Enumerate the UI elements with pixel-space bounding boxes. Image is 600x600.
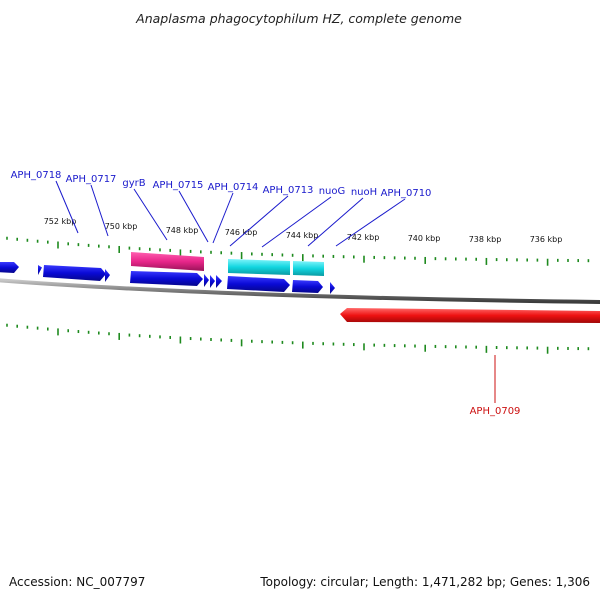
kbp-label: 736 kbp (530, 235, 563, 244)
gene-arrow[interactable] (43, 265, 106, 281)
kbp-label: 740 kbp (408, 234, 441, 243)
gene-arrow[interactable] (330, 282, 335, 294)
gene-gyrB[interactable] (131, 252, 204, 271)
gene-arrow[interactable] (292, 280, 323, 293)
genome-backbone (0, 278, 600, 304)
gene-label[interactable]: nuoG (319, 186, 346, 197)
gene-label[interactable]: APH_0710 (381, 188, 432, 199)
kbp-label: 746 kbp (225, 228, 258, 237)
gene-label[interactable]: APH_0713 (263, 185, 314, 196)
map-title: Anaplasma phagocytophilum HZ, complete g… (135, 11, 462, 26)
gene-arrow[interactable] (210, 275, 215, 288)
genome-summary-text: Topology: circular; Length: 1,471,282 bp… (259, 575, 590, 589)
kbp-label: 738 kbp (469, 235, 502, 244)
accession-text: Accession: NC_007797 (9, 575, 145, 589)
forward-genes (0, 262, 335, 294)
gene-label[interactable]: gyrB (122, 178, 145, 189)
gene-arrow[interactable] (130, 271, 203, 286)
gene-arrow[interactable] (105, 269, 110, 282)
gene-arrow[interactable] (204, 274, 209, 287)
gene-label[interactable]: APH_0715 (153, 180, 204, 191)
gene-label[interactable]: APH_0709 (470, 406, 521, 417)
kbp-label: 752 kbp (44, 217, 77, 226)
gene-arrow[interactable] (216, 275, 222, 288)
kbp-label: 744 kbp (286, 231, 319, 240)
kbp-labels: 752 kbp 750 kbp 748 kbp 746 kbp 744 kbp … (44, 217, 563, 244)
gene-arrow[interactable] (227, 276, 290, 292)
gene-label[interactable]: APH_0718 (11, 170, 62, 181)
kbp-label: 742 kbp (347, 233, 380, 242)
gene-labels: APH_0718 APH_0717 gyrB APH_0715 APH_0714… (11, 170, 521, 417)
tick-row-lower (6, 323, 590, 354)
gene-APH_0709[interactable] (340, 308, 600, 323)
callout-lines (55, 180, 406, 248)
kbp-label: 750 kbp (105, 222, 138, 231)
gene-nuoH[interactable] (293, 261, 324, 276)
gene-label[interactable]: APH_0714 (208, 182, 259, 193)
gene-label[interactable]: APH_0717 (66, 174, 117, 185)
gene-nuoG[interactable] (228, 259, 290, 275)
tick-row-upper (6, 236, 590, 266)
gene-label[interactable]: nuoH (351, 187, 377, 198)
kbp-label: 748 kbp (166, 226, 199, 235)
gene-arrow[interactable] (0, 262, 19, 273)
gene-arrow[interactable] (38, 265, 42, 275)
